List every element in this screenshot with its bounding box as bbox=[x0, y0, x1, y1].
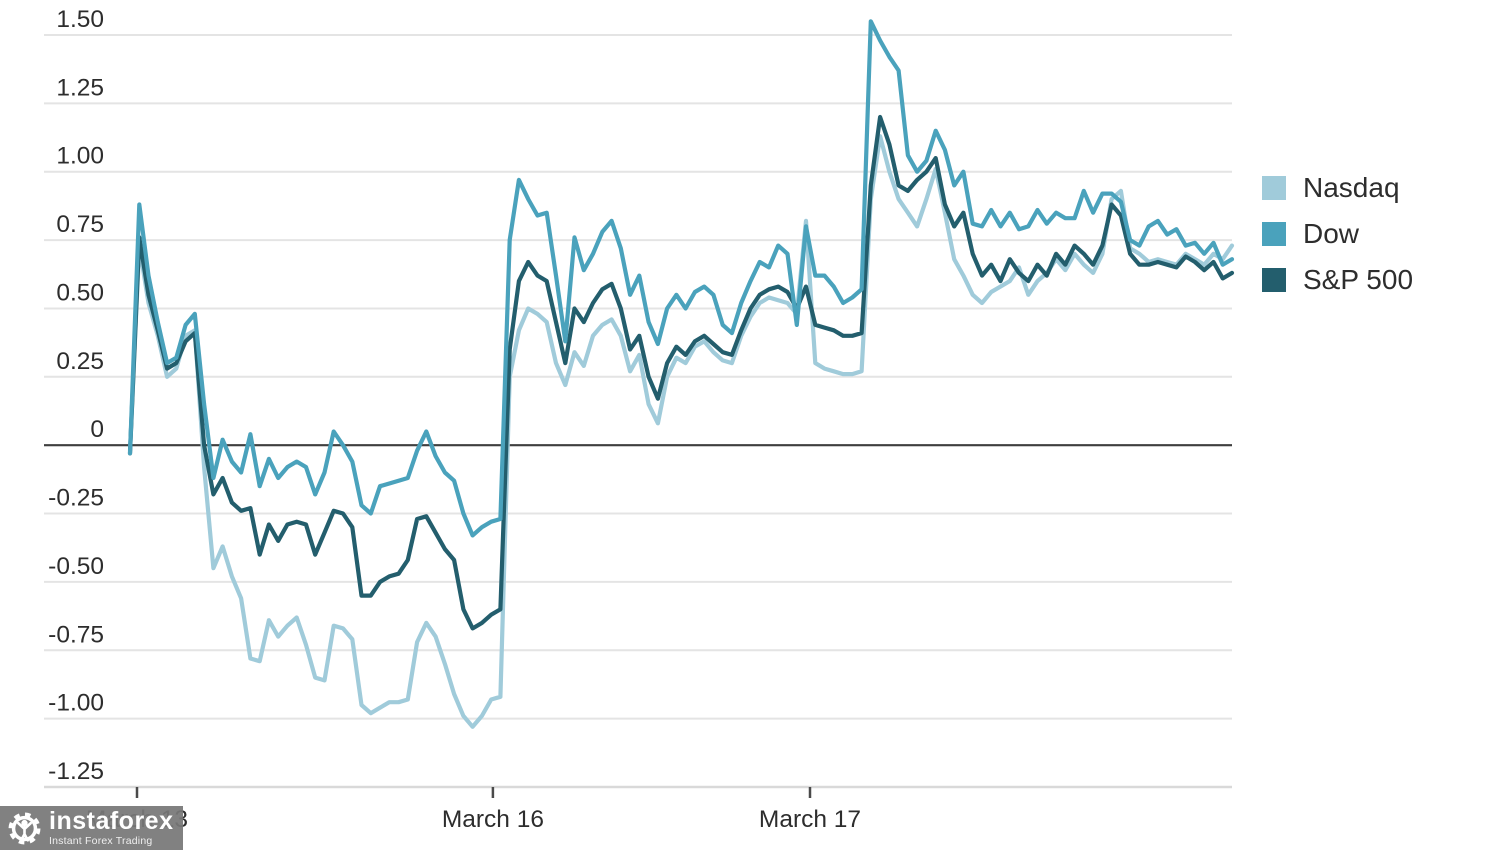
y-tick-label: -0.50 bbox=[48, 553, 104, 580]
y-axis-labels: 1.50 1.25 1.00 0.75 0.50 0.25 0 -0.25 -0.50 -0.75… bbox=[48, 6, 104, 785]
y-tick-label: -0.75 bbox=[48, 621, 104, 648]
y-tick-label: 1.00 bbox=[56, 143, 104, 170]
legend-item-sp500: S&P 500 bbox=[1262, 264, 1413, 296]
instaforex-logo-icon bbox=[8, 812, 41, 844]
y-tick-label: -1.25 bbox=[48, 758, 104, 785]
legend-item-nasdaq: Nasdaq bbox=[1262, 172, 1413, 204]
y-tick-label: 0 bbox=[90, 416, 104, 443]
y-tick-label: -0.25 bbox=[48, 485, 104, 512]
watermark-brand: instaforex bbox=[49, 807, 174, 836]
legend-label-dow: Dow bbox=[1303, 218, 1360, 249]
legend-label-sp500: S&P 500 bbox=[1303, 264, 1414, 295]
y-tick-label: 0.75 bbox=[56, 211, 104, 238]
legend: Nasdaq Dow S&P 500 bbox=[1262, 172, 1413, 310]
y-tick-label: 1.25 bbox=[56, 74, 104, 101]
y-tick-label: 0.50 bbox=[56, 280, 104, 307]
series-line-s-p-500 bbox=[127, 114, 1235, 631]
series-line-nasdaq bbox=[127, 134, 1235, 729]
series-line-dow bbox=[127, 19, 1235, 538]
watermark-text: instaforex Instant Forex Trading bbox=[49, 809, 173, 847]
legend-label-nasdaq: Nasdaq bbox=[1303, 172, 1400, 203]
legend-swatch-sp500 bbox=[1262, 268, 1286, 292]
instaforex-watermark: instaforex Instant Forex Trading bbox=[0, 806, 183, 850]
legend-item-dow: Dow bbox=[1262, 218, 1413, 250]
x-tick-label: March 17 bbox=[759, 806, 861, 833]
legend-swatch-dow bbox=[1262, 222, 1286, 246]
y-tick-label: -1.00 bbox=[48, 690, 104, 717]
x-tick-label: March 16 bbox=[442, 806, 544, 833]
y-tick-label: 1.50 bbox=[56, 6, 104, 33]
gridlines bbox=[44, 34, 1232, 789]
watermark-tagline: Instant Forex Trading bbox=[49, 835, 153, 848]
legend-swatch-nasdaq bbox=[1262, 176, 1286, 200]
y-tick-label: 0.25 bbox=[56, 348, 104, 375]
